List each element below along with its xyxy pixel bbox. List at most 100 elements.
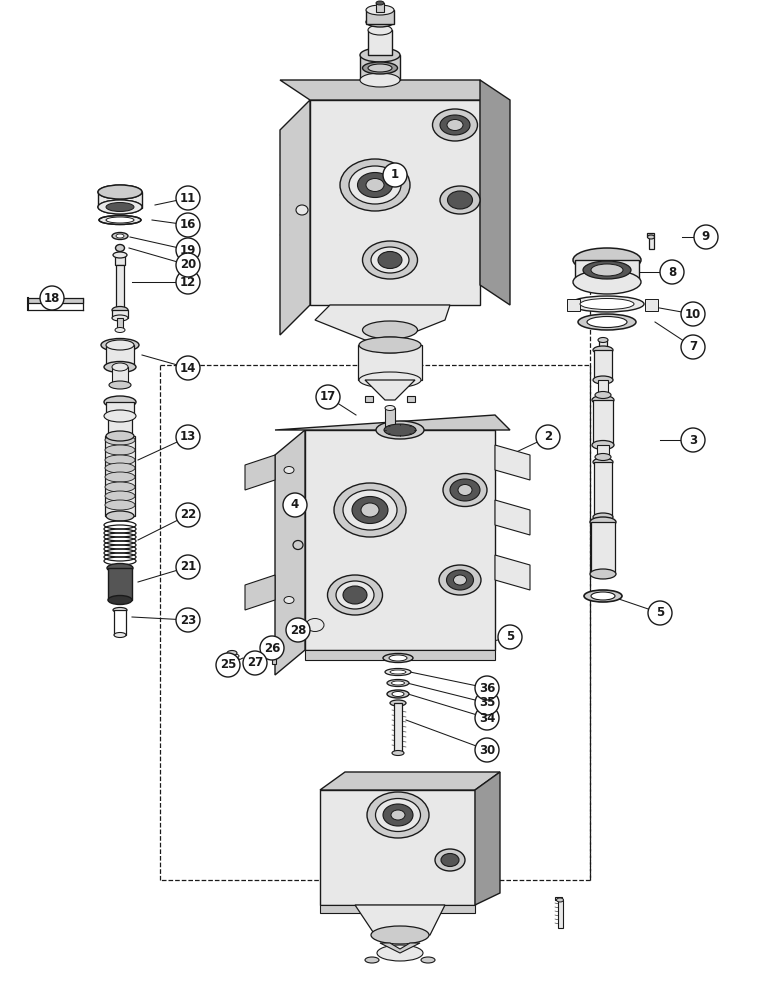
Ellipse shape [557,898,564,902]
Polygon shape [275,430,305,675]
Ellipse shape [113,607,127,612]
Ellipse shape [98,200,142,214]
Bar [594,462,612,517]
Ellipse shape [343,490,397,530]
Ellipse shape [336,581,374,609]
Circle shape [243,651,267,675]
Ellipse shape [352,496,388,524]
Bar [649,237,654,249]
Polygon shape [315,305,450,340]
Ellipse shape [385,406,395,410]
Bar [598,380,608,395]
Ellipse shape [376,421,424,439]
Ellipse shape [584,590,622,602]
Text: 18: 18 [44,292,60,304]
Ellipse shape [107,564,133,572]
Ellipse shape [101,338,139,352]
Ellipse shape [366,5,394,15]
Polygon shape [480,80,510,305]
Ellipse shape [106,202,134,212]
Circle shape [681,335,705,359]
Bar [385,408,395,430]
Text: 2: 2 [544,430,552,444]
Circle shape [176,253,200,277]
Ellipse shape [573,248,641,272]
Ellipse shape [112,363,128,371]
Polygon shape [380,943,420,953]
Ellipse shape [593,458,613,466]
Ellipse shape [592,440,614,450]
Ellipse shape [359,372,421,388]
Polygon shape [101,192,120,207]
Text: 16: 16 [180,219,196,232]
Text: 21: 21 [180,560,196,574]
Ellipse shape [391,681,405,685]
Text: 5: 5 [656,606,664,619]
Text: 17: 17 [320,390,336,403]
Ellipse shape [284,466,294,474]
Ellipse shape [391,810,405,820]
Ellipse shape [389,655,407,661]
Ellipse shape [115,328,125,332]
Ellipse shape [113,252,127,258]
Polygon shape [355,905,445,935]
Ellipse shape [366,178,384,192]
Circle shape [176,238,200,262]
Bar [366,10,394,24]
Circle shape [216,653,240,677]
Ellipse shape [357,172,392,198]
Text: 3: 3 [689,434,697,446]
Ellipse shape [440,115,470,135]
Ellipse shape [104,410,136,422]
Circle shape [383,163,407,187]
Circle shape [681,302,705,326]
Ellipse shape [385,668,411,676]
Bar [575,260,639,282]
Ellipse shape [448,191,472,209]
Ellipse shape [349,166,401,204]
Circle shape [40,286,64,310]
Bar [555,897,562,900]
Ellipse shape [327,575,382,615]
Ellipse shape [593,376,613,384]
Circle shape [475,738,499,762]
Bar [365,396,373,402]
Ellipse shape [112,232,128,239]
Circle shape [475,706,499,730]
Ellipse shape [361,503,379,517]
Ellipse shape [447,119,463,130]
Ellipse shape [270,640,278,644]
Bar [597,445,609,457]
Bar [108,568,132,600]
Circle shape [694,225,718,249]
Ellipse shape [383,654,413,662]
Ellipse shape [105,445,135,455]
Ellipse shape [383,804,413,826]
Ellipse shape [114,633,126,638]
Ellipse shape [590,569,616,579]
Polygon shape [495,445,530,480]
Bar [593,400,613,445]
Ellipse shape [595,391,611,398]
Ellipse shape [98,185,142,199]
Polygon shape [365,380,415,400]
Ellipse shape [98,200,142,214]
Circle shape [176,356,200,380]
Text: 27: 27 [247,656,263,670]
Bar [599,340,607,350]
Bar [108,416,132,436]
Circle shape [475,676,499,700]
Ellipse shape [366,337,414,353]
Ellipse shape [116,234,124,238]
Circle shape [648,601,672,625]
Ellipse shape [593,513,613,521]
Polygon shape [320,772,500,790]
Ellipse shape [306,618,324,632]
Bar [376,3,384,12]
Bar [591,522,615,574]
Ellipse shape [359,337,421,353]
Circle shape [176,425,200,449]
Circle shape [316,385,340,409]
Circle shape [176,503,200,527]
Polygon shape [567,299,580,311]
